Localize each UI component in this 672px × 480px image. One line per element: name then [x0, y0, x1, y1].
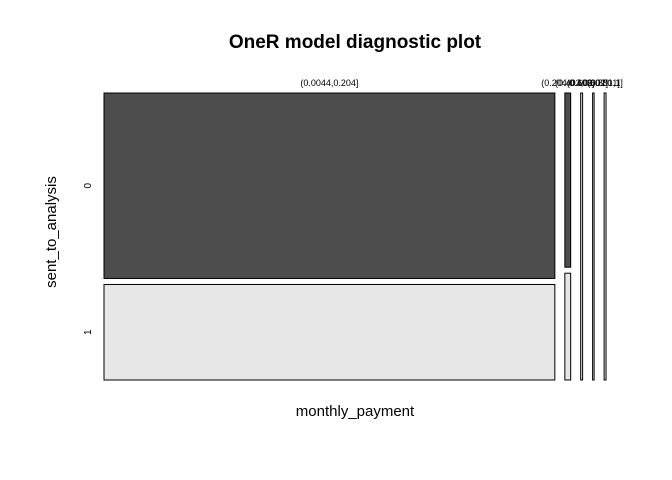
tile-col1-row1	[564, 272, 572, 381]
x-axis-label: monthly_payment	[296, 403, 415, 420]
y-axis-label: sent_to_analysis	[43, 176, 60, 288]
row-label-0: 0	[83, 183, 94, 189]
tile-col4-row1	[603, 92, 607, 381]
tile-col3-row1	[592, 92, 595, 381]
tile-col0-row0	[103, 92, 556, 279]
column-label-4: (0.801,1]	[587, 78, 623, 88]
column-label-2: (0.403,0.602]	[555, 78, 608, 88]
tile-col2-row1	[580, 92, 584, 381]
tile-col0-row1	[103, 283, 556, 381]
column-label-3: (0.602,0.801]	[567, 78, 620, 88]
mosaic-tiles	[103, 92, 607, 381]
column-label-0: (0.0044,0.204]	[300, 78, 358, 88]
chart-title: OneR model diagnostic plot	[229, 32, 482, 53]
row-label-1: 1	[83, 329, 94, 335]
row-labels: 01	[83, 183, 94, 336]
column-label-1: (0.204,0.403]	[541, 78, 594, 88]
tile-col1-row0	[564, 92, 572, 268]
column-labels: (0.0044,0.204] (0.204,0.403](0.403,0.602]…	[300, 78, 622, 88]
